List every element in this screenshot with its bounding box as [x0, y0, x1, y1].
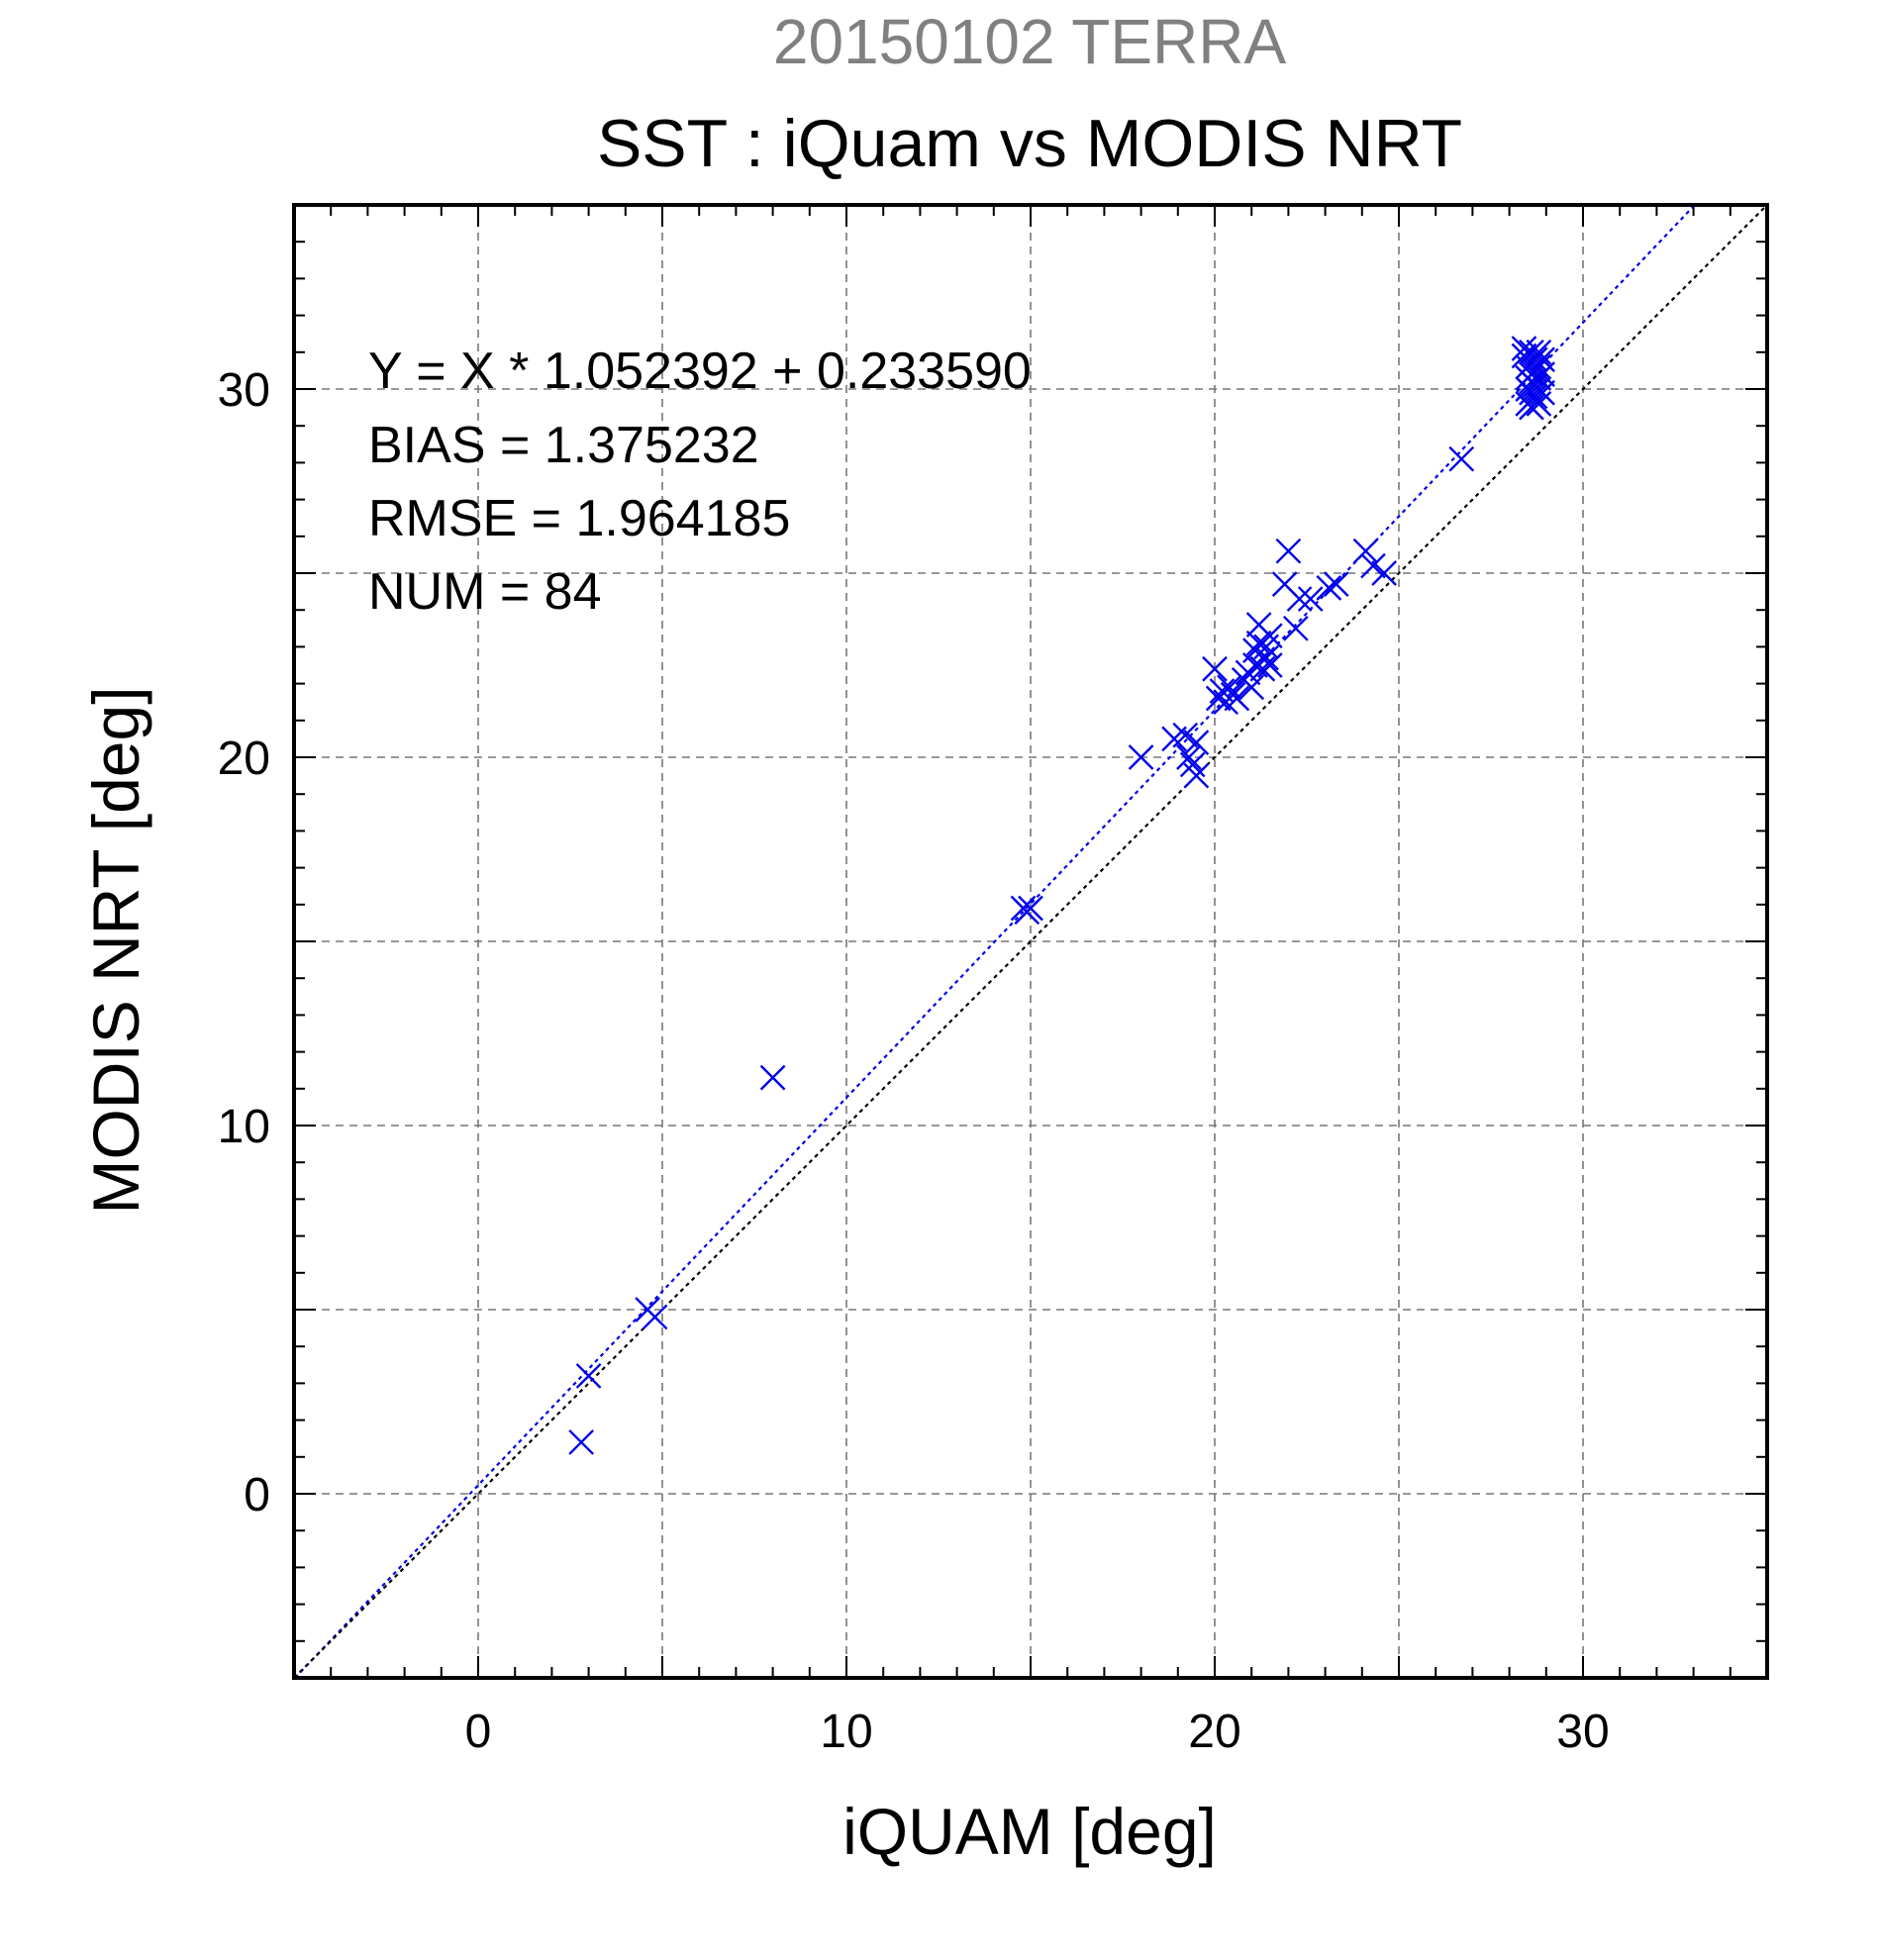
data-point-stroke: [1172, 722, 1199, 748]
data-point-stroke: [1316, 575, 1342, 601]
num-value: NUM = 84: [368, 563, 602, 621]
data-point: [1297, 586, 1324, 612]
data-point-stroke: [1253, 644, 1279, 671]
data-point-stroke: [1176, 744, 1202, 770]
data-point-stroke: [1209, 678, 1236, 704]
data-point-stroke: [1522, 383, 1548, 410]
data-point: [1371, 560, 1397, 586]
data-point: [1256, 623, 1283, 649]
data-point-stroke: [1526, 353, 1552, 380]
data-point-stroke: [1256, 623, 1283, 649]
chart-subtitle: 20150102 TERRA: [773, 6, 1287, 77]
x-tick-label: 30: [1556, 1706, 1609, 1758]
data-point: [1530, 361, 1555, 387]
data-point: [1253, 644, 1279, 671]
data-point: [1360, 552, 1386, 579]
data-point: [1224, 685, 1250, 712]
data-point: [1530, 379, 1555, 406]
data-point-stroke: [1297, 586, 1324, 612]
data-point: [1245, 630, 1272, 656]
y-tick-labels: 0 10 20 30: [218, 364, 270, 1521]
data-point-stroke: [568, 1429, 595, 1455]
data-point: [1352, 538, 1379, 564]
data-point: [1176, 744, 1202, 770]
data-point-stroke: [1256, 652, 1283, 678]
identity-line: [293, 204, 1768, 1679]
data-point-stroke: [1352, 538, 1379, 564]
x-tick-labels: 0 10 20 30: [465, 1706, 1610, 1758]
x-tick-label: 20: [1188, 1706, 1240, 1758]
stats-annotation: Y = X * 1.052392 + 0.233590 BIAS = 1.375…: [368, 343, 1032, 621]
data-point: [1183, 730, 1210, 755]
data-point-stroke: [1238, 674, 1265, 701]
data-point-stroke: [1018, 895, 1043, 922]
data-point: [1286, 586, 1313, 612]
data-point: [1275, 538, 1302, 564]
y-tick-label: 0: [244, 1469, 270, 1521]
data-point: [1183, 762, 1210, 789]
data-point: [1282, 615, 1309, 641]
data-point: [1256, 652, 1283, 678]
data-point-stroke: [1179, 751, 1206, 778]
data-point: [1217, 674, 1242, 701]
data-point: [1172, 722, 1199, 748]
data-point-stroke: [1245, 630, 1272, 656]
data-point: [1316, 575, 1342, 601]
data-point-stroke: [1202, 655, 1228, 682]
data-point-stroke: [1275, 538, 1302, 564]
data-point-stroke: [1323, 571, 1349, 598]
data-point-stroke: [1371, 560, 1397, 586]
data-point-stroke: [1282, 615, 1309, 641]
x-tick-label: 10: [820, 1706, 872, 1758]
data-point: [1448, 445, 1475, 472]
data-point: [1128, 744, 1154, 770]
regression-line: [294, 204, 1696, 1679]
data-point-stroke: [1128, 744, 1154, 770]
plot-frame: [292, 203, 1769, 1680]
reference-lines: [293, 204, 1768, 1679]
data-point-stroke: [1530, 379, 1555, 406]
data-point-stroke: [1183, 730, 1210, 755]
regression-equation: Y = X * 1.052392 + 0.233590: [368, 343, 1032, 400]
y-tick-label: 30: [218, 364, 270, 417]
y-tick-label: 20: [218, 733, 270, 785]
data-point-stroke: [759, 1064, 786, 1091]
data-point: [642, 1304, 668, 1330]
data-point: [575, 1363, 602, 1389]
data-point-stroke: [1286, 586, 1313, 612]
data-point: [1238, 674, 1265, 701]
data-points: [568, 336, 1555, 1455]
bias-value: BIAS = 1.375232: [368, 417, 759, 474]
data-point: [568, 1429, 595, 1455]
data-point-stroke: [1530, 361, 1555, 387]
data-point-stroke: [1217, 674, 1242, 701]
data-point: [1202, 655, 1228, 682]
chart-title: SST : iQuam vs MODIS NRT: [597, 106, 1462, 181]
data-point-stroke: [1448, 445, 1475, 472]
rmse-value: RMSE = 1.964185: [368, 490, 790, 547]
y-axis-title: MODIS NRT [deg]: [79, 686, 152, 1214]
data-point-stroke: [1224, 685, 1250, 712]
data-point-stroke: [642, 1304, 668, 1330]
x-axis-title: iQUAM [deg]: [842, 1795, 1217, 1868]
data-point-stroke: [1271, 571, 1298, 598]
data-point: [1323, 571, 1349, 598]
data-point-stroke: [1360, 552, 1386, 579]
data-point: [759, 1064, 786, 1091]
data-point: [1018, 895, 1043, 922]
data-point: [1526, 353, 1552, 380]
grid-lines: [294, 205, 1767, 1678]
data-point-stroke: [575, 1363, 602, 1389]
y-tick-label: 10: [218, 1101, 270, 1153]
x-tick-label: 0: [465, 1706, 492, 1758]
data-point-stroke: [1183, 762, 1210, 789]
